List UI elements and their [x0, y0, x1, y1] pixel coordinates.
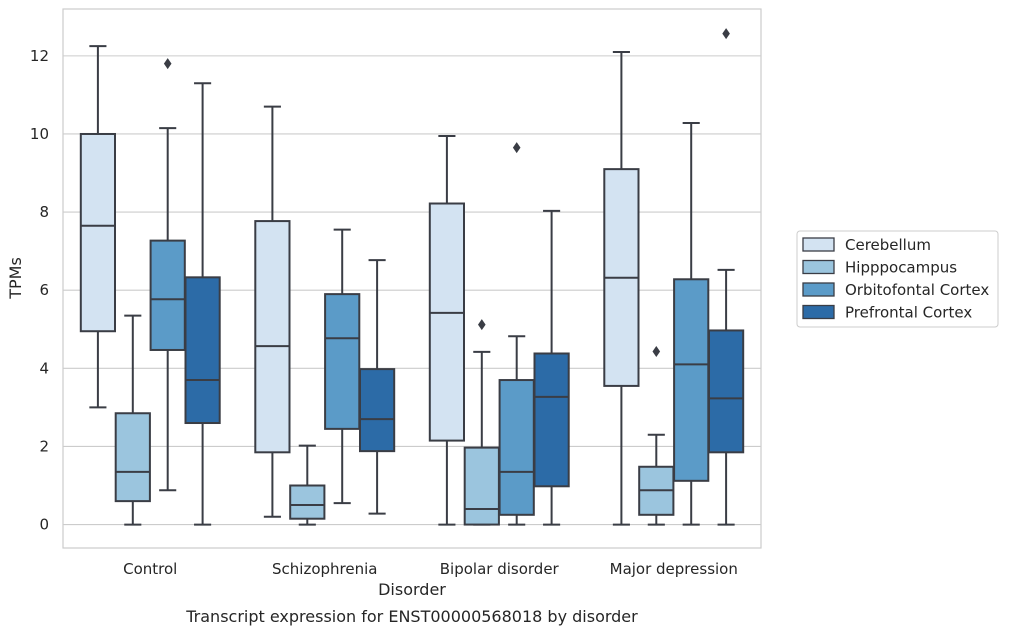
outlier-point [722, 28, 730, 40]
x-tick-labels: Control Schizophrenia Bipolar disorder Majo… [123, 560, 738, 578]
box-iqr [463, 446, 500, 526]
box-prefrontal-cortex [358, 259, 396, 515]
box-prefrontal-cortex [184, 82, 221, 526]
box-iqr [149, 239, 186, 351]
x-tick-label: Major depression [610, 560, 738, 578]
box-orbitofontal-cortex [149, 58, 186, 492]
y-tick-label: 6 [39, 281, 49, 299]
y-tick-label: 2 [39, 437, 49, 455]
y-tick-label: 10 [30, 125, 49, 143]
box-iqr [254, 220, 291, 454]
box-iqr [498, 379, 535, 516]
box-hipppocampus [289, 444, 326, 526]
box-hipppocampus [463, 319, 500, 526]
outlier-point [652, 346, 661, 358]
legend-label: Orbitofontal Cortex [845, 281, 989, 299]
y-tick-labels: 0 2 4 6 8 10 12 [30, 47, 49, 534]
box-orbitofontal-cortex [324, 228, 361, 505]
box-iqr [324, 293, 361, 430]
box-iqr [428, 202, 466, 442]
box-iqr [114, 412, 151, 503]
box-hipppocampus [638, 346, 675, 526]
legend-swatch [802, 304, 835, 320]
plot-area-frame [62, 8, 762, 549]
chart-caption: Transcript expression for ENST0000056801… [185, 607, 638, 626]
box-iqr [79, 132, 117, 333]
y-tick-label: 0 [39, 516, 49, 534]
box-hipppocampus [114, 314, 151, 526]
x-tick-label: Bipolar disorder [440, 560, 560, 578]
box-iqr [184, 276, 221, 425]
legend-label: Prefrontal Cortex [845, 304, 972, 322]
legend-swatch [802, 237, 835, 252]
x-axis-label: Disorder [378, 580, 446, 599]
box-iqr [533, 352, 570, 488]
box-orbitofontal-cortex [673, 122, 710, 526]
box-prefrontal-cortex [707, 28, 745, 526]
legend: Cerebellum Hipppocampus Orbitofontal Corte… [796, 230, 999, 328]
outlier-point [163, 58, 172, 70]
outlier-point [478, 319, 486, 331]
box-cerebellum [428, 134, 466, 526]
y-tick-label: 8 [39, 203, 49, 221]
box-cerebellum [79, 45, 117, 409]
box-cerebellum [603, 50, 640, 526]
legend-frame [796, 230, 999, 328]
box-series [79, 28, 745, 526]
box-iqr [673, 278, 710, 482]
legend-swatch [802, 259, 835, 275]
outlier-point [512, 142, 521, 154]
box-iqr [358, 368, 396, 453]
legend-swatch [802, 282, 835, 297]
box-orbitofontal-cortex [498, 142, 535, 526]
y-axis-label: TPMs [6, 257, 25, 300]
legend-label: Hipppocampus [845, 259, 957, 277]
box-prefrontal-cortex [533, 209, 570, 526]
x-tick-label: Schizophrenia [272, 560, 377, 578]
box-iqr [289, 484, 326, 520]
legend-label: Cerebellum [845, 236, 931, 254]
y-tick-label: 4 [39, 359, 49, 377]
box-cerebellum [254, 105, 291, 518]
box-iqr [707, 329, 745, 454]
y-tick-label: 12 [30, 47, 49, 65]
x-tick-label: Control [123, 560, 177, 578]
